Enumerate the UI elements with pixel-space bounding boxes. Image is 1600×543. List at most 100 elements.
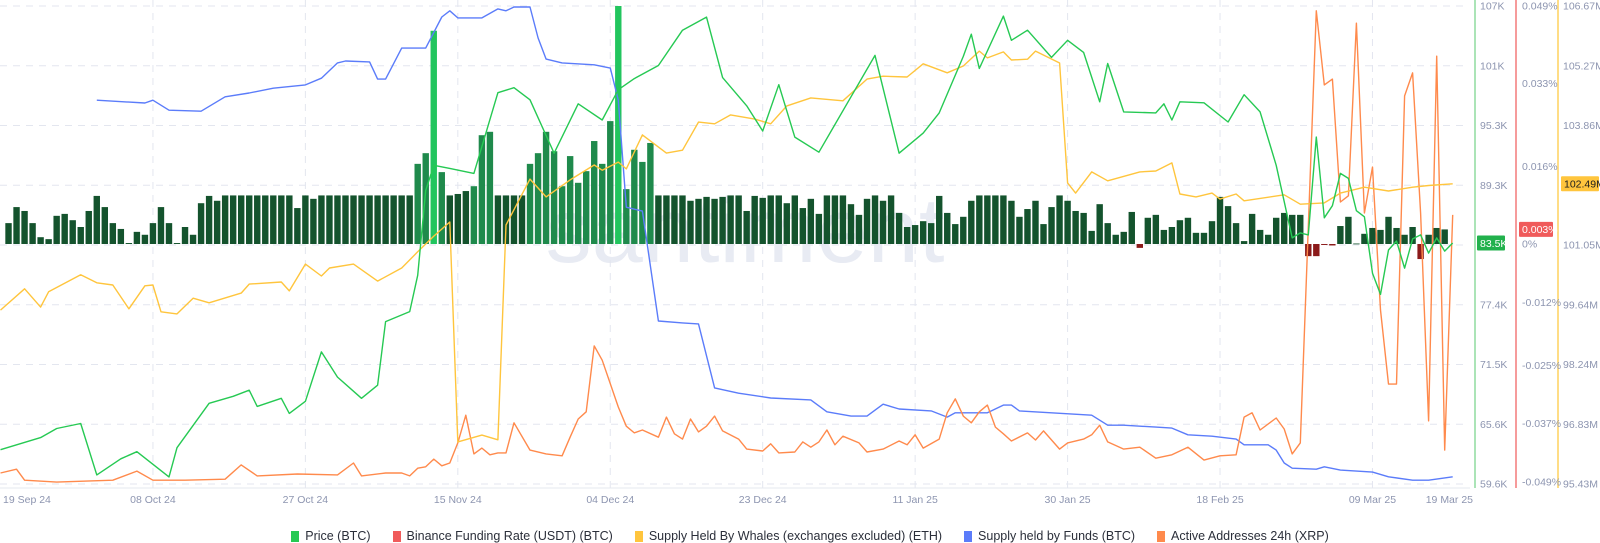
funding-bar bbox=[896, 213, 902, 244]
funding-bar bbox=[406, 195, 412, 244]
funding-bar bbox=[551, 151, 557, 244]
funding-bar bbox=[1337, 226, 1343, 244]
funding-bar bbox=[358, 195, 364, 244]
legend-label: Binance Funding Rate (USDT) (BTC) bbox=[407, 529, 613, 543]
legend-item-whales[interactable]: Supply Held By Whales (exchanges exclude… bbox=[635, 529, 942, 543]
funding-bar bbox=[1064, 201, 1070, 244]
funding-bar bbox=[848, 204, 854, 244]
x-tick-label: 18 Feb 25 bbox=[1196, 494, 1243, 506]
funding-bar bbox=[1056, 195, 1062, 244]
funding-bar bbox=[719, 197, 725, 244]
funding-bar bbox=[856, 215, 862, 244]
funding-bar bbox=[61, 214, 67, 244]
funding-bar bbox=[1249, 214, 1255, 244]
funding-bar bbox=[671, 195, 677, 244]
funding-bar bbox=[350, 195, 356, 244]
whales-tick-label: 99.64M bbox=[1563, 299, 1598, 311]
funding-bar bbox=[455, 194, 461, 244]
funding-bar bbox=[182, 227, 188, 244]
x-tick-label: 08 Oct 24 bbox=[130, 494, 176, 506]
legend-label: Active Addresses 24h (XRP) bbox=[1171, 529, 1329, 543]
funding-bar bbox=[1273, 218, 1279, 244]
x-tick-label: 19 Sep 24 bbox=[3, 494, 51, 506]
funding-bar bbox=[134, 232, 140, 244]
price-tick-label: 89.3K bbox=[1480, 180, 1507, 192]
funding-bar bbox=[784, 203, 790, 244]
funding-bar bbox=[751, 196, 757, 244]
funding-bar bbox=[559, 186, 565, 244]
x-tick-label: 23 Dec 24 bbox=[739, 494, 787, 506]
funding-bar bbox=[326, 195, 332, 244]
funding-bar bbox=[1048, 207, 1054, 244]
legend-label: Supply held by Funds (BTC) bbox=[978, 529, 1135, 543]
funding-bar bbox=[904, 227, 910, 244]
funding-bar bbox=[439, 172, 445, 244]
funding-bar bbox=[398, 195, 404, 244]
funding-bar bbox=[1040, 224, 1046, 244]
funding-bar bbox=[1096, 204, 1102, 244]
funding-bar bbox=[230, 195, 236, 244]
whales-tick-label: 96.83M bbox=[1563, 419, 1598, 431]
funding-bar bbox=[206, 196, 212, 244]
funding-bar bbox=[1345, 217, 1351, 244]
funding-bar bbox=[374, 195, 380, 244]
funding-bar bbox=[1153, 215, 1159, 244]
legend-label: Supply Held By Whales (exchanges exclude… bbox=[649, 529, 942, 543]
funding-bar bbox=[45, 239, 51, 244]
funding-bar bbox=[1329, 244, 1335, 245]
funding-bar bbox=[13, 207, 19, 244]
funding-bar bbox=[334, 195, 340, 244]
funding-bar bbox=[37, 237, 43, 244]
funding-bar bbox=[655, 195, 661, 244]
funding-bar bbox=[1201, 233, 1207, 244]
price-tick-label: 59.6K bbox=[1480, 479, 1507, 491]
legend-item-funding-rate[interactable]: Binance Funding Rate (USDT) (BTC) bbox=[393, 529, 613, 543]
funding-bar bbox=[342, 195, 348, 244]
legend-swatch bbox=[291, 531, 299, 542]
funding-bar bbox=[984, 195, 990, 244]
funding-bar bbox=[166, 223, 172, 244]
funding-bar bbox=[607, 121, 613, 244]
legend-item-price[interactable]: Price (BTC) bbox=[291, 529, 370, 543]
funding-bar bbox=[423, 153, 429, 244]
funding-bar bbox=[936, 196, 942, 244]
funding-bar bbox=[463, 191, 469, 244]
funding-bar bbox=[495, 195, 501, 244]
funding-bar bbox=[1257, 230, 1263, 244]
funding-bar bbox=[70, 220, 76, 244]
funding-bar bbox=[968, 201, 974, 244]
x-tick-label: 11 Jan 25 bbox=[892, 494, 938, 506]
funding-bar bbox=[1377, 230, 1383, 244]
legend-label: Price (BTC) bbox=[305, 529, 370, 543]
x-tick-label: 30 Jan 25 bbox=[1045, 494, 1091, 506]
funding-bar bbox=[382, 195, 388, 244]
funding-bar bbox=[519, 195, 525, 244]
funding-bar bbox=[535, 153, 541, 244]
whales-tick-label: 95.43M bbox=[1563, 479, 1598, 491]
funding-bar bbox=[158, 207, 164, 244]
funding-bar bbox=[198, 203, 204, 244]
whales-tick-label: 101.05M bbox=[1563, 240, 1600, 252]
x-tick-label: 15 Nov 24 bbox=[434, 494, 482, 506]
funding-bar bbox=[976, 195, 982, 244]
funding-bar bbox=[86, 211, 92, 244]
funding-bar bbox=[1088, 231, 1094, 244]
legend-item-funds[interactable]: Supply held by Funds (BTC) bbox=[964, 529, 1135, 543]
funding-bar bbox=[1169, 227, 1175, 244]
funding-bar bbox=[944, 213, 950, 244]
funding-current-tag: 0.003% bbox=[1522, 224, 1558, 236]
funding-bar bbox=[294, 208, 300, 244]
funding-bar bbox=[880, 201, 886, 244]
funding-bar bbox=[150, 223, 156, 244]
funding-bar bbox=[214, 201, 220, 244]
legend-item-xrp-addresses[interactable]: Active Addresses 24h (XRP) bbox=[1157, 529, 1329, 543]
funding-bar bbox=[687, 201, 693, 244]
funding-bar bbox=[832, 195, 838, 244]
funding-bar bbox=[1080, 213, 1086, 244]
funding-bar bbox=[1401, 235, 1407, 244]
funding-bar bbox=[1385, 217, 1391, 244]
funding-bar bbox=[262, 195, 268, 244]
legend-swatch bbox=[964, 531, 972, 542]
funding-bar bbox=[663, 195, 669, 244]
